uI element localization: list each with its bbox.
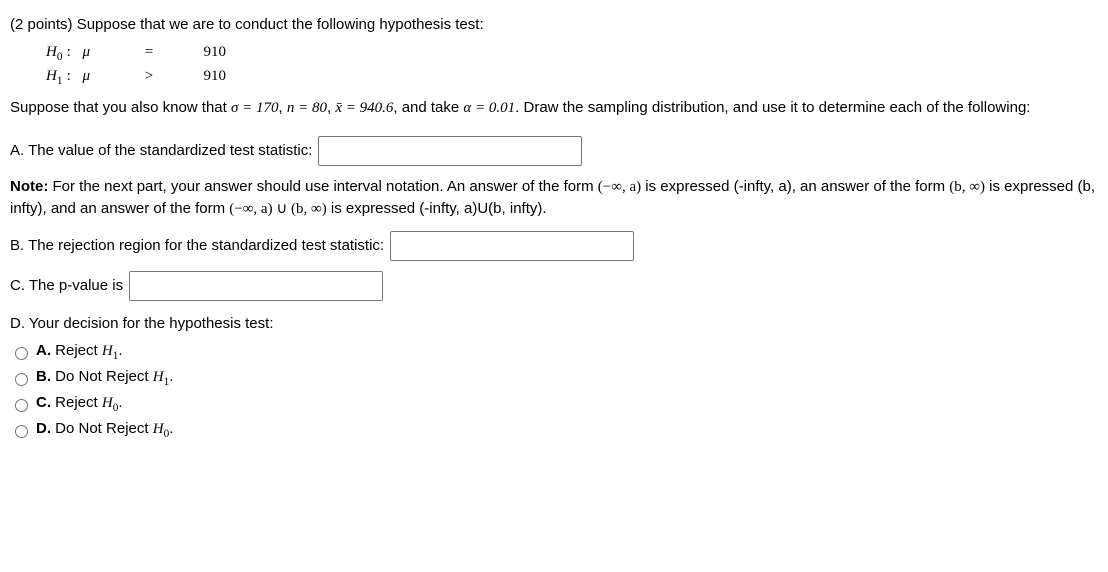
gt-sign: > [132, 68, 166, 85]
note-int2: (b, ∞) [949, 179, 985, 195]
choice-b-period: . [169, 368, 173, 385]
hypotheses-block: H0 : μ = 910 H1 : μ > 910 [46, 43, 1098, 87]
alpha-expr: α = 0.01 [463, 100, 515, 116]
points-intro-text: (2 points) Suppose that we are to conduc… [10, 16, 484, 33]
note-t2: is expressed (-infty, a), an answer of t… [641, 178, 949, 195]
choice-d-radio[interactable] [15, 425, 28, 438]
n-expr: n = 80 [287, 100, 327, 116]
given-suffix: . Draw the sampling distribution, and us… [515, 99, 1030, 116]
h0-subscript: 0 [57, 51, 63, 63]
note-bold: Note: [10, 178, 48, 195]
eq-sign: = [132, 44, 166, 61]
comma1: , [279, 99, 287, 116]
choice-d-text: Do Not Reject [51, 420, 153, 437]
h0-symbol: H [46, 44, 57, 60]
sigma-expr: σ = 170 [231, 100, 279, 116]
choice-c-letter: C. [36, 394, 51, 411]
part-d-label: D. Your decision for the hypothesis test… [10, 315, 274, 332]
part-b-row: B. The rejection region for the standard… [10, 231, 1098, 261]
choice-b-math: H [153, 369, 164, 385]
choice-d-row[interactable]: D. Do Not Reject H0. [10, 420, 1098, 440]
choice-a-math: H [102, 343, 113, 359]
mu-0: μ [82, 44, 90, 60]
note-block: Note: For the next part, your answer sho… [10, 176, 1098, 221]
null-hypothesis-row: H0 : μ = 910 [46, 43, 1098, 63]
alt-hypothesis-row: H1 : μ > 910 [46, 67, 1098, 87]
choice-a-text: Reject [51, 342, 102, 359]
part-b-input[interactable] [390, 231, 634, 261]
choice-b-row[interactable]: B. Do Not Reject H1. [10, 368, 1098, 388]
mu-1: μ [82, 68, 90, 84]
h1-value: 910 [166, 68, 236, 85]
choice-d-math: H [153, 421, 164, 437]
given-info-block: Suppose that you also know that σ = 170,… [10, 97, 1098, 120]
part-a-label: A. The value of the standardized test st… [10, 142, 312, 159]
part-a-row: A. The value of the standardized test st… [10, 136, 1098, 166]
note-int3: (−∞, a) ∪ (b, ∞) [229, 201, 326, 217]
xbar-expr: x̄ = 940.6 [335, 100, 393, 116]
h0-value: 910 [166, 44, 236, 61]
choice-b-letter: B. [36, 368, 51, 385]
question-header: (2 points) Suppose that we are to conduc… [10, 16, 1098, 33]
comma3: , and take [393, 99, 463, 116]
part-c-row: C. The p-value is [10, 271, 1098, 301]
part-c-input[interactable] [129, 271, 383, 301]
part-a-input[interactable] [318, 136, 582, 166]
choices-block: A. Reject H1. B. Do Not Reject H1. C. Re… [10, 342, 1098, 440]
choice-c-text: Reject [51, 394, 102, 411]
choice-c-period: . [118, 394, 122, 411]
choice-a-radio[interactable] [15, 347, 28, 360]
note-t4: is expressed (-infty, a)U(b, infty). [327, 200, 547, 217]
h1-subscript: 1 [57, 75, 63, 87]
note-t1: For the next part, your answer should us… [48, 178, 597, 195]
choice-b-text: Do Not Reject [51, 368, 153, 385]
given-prefix: Suppose that you also know that [10, 99, 231, 116]
choice-c-math: H [102, 395, 113, 411]
choice-d-letter: D. [36, 420, 51, 437]
part-d-label-row: D. Your decision for the hypothesis test… [10, 315, 1098, 332]
choice-a-row[interactable]: A. Reject H1. [10, 342, 1098, 362]
choice-d-period: . [169, 420, 173, 437]
choice-b-radio[interactable] [15, 373, 28, 386]
part-c-label: C. The p-value is [10, 277, 123, 294]
note-int1: (−∞, a) [598, 179, 641, 195]
choice-c-row[interactable]: C. Reject H0. [10, 394, 1098, 414]
part-b-label: B. The rejection region for the standard… [10, 237, 384, 254]
colon-0: : [67, 44, 79, 60]
h1-symbol: H [46, 68, 57, 84]
colon-1: : [67, 68, 79, 84]
choice-c-radio[interactable] [15, 399, 28, 412]
choice-a-letter: A. [36, 342, 51, 359]
choice-a-period: . [118, 342, 122, 359]
